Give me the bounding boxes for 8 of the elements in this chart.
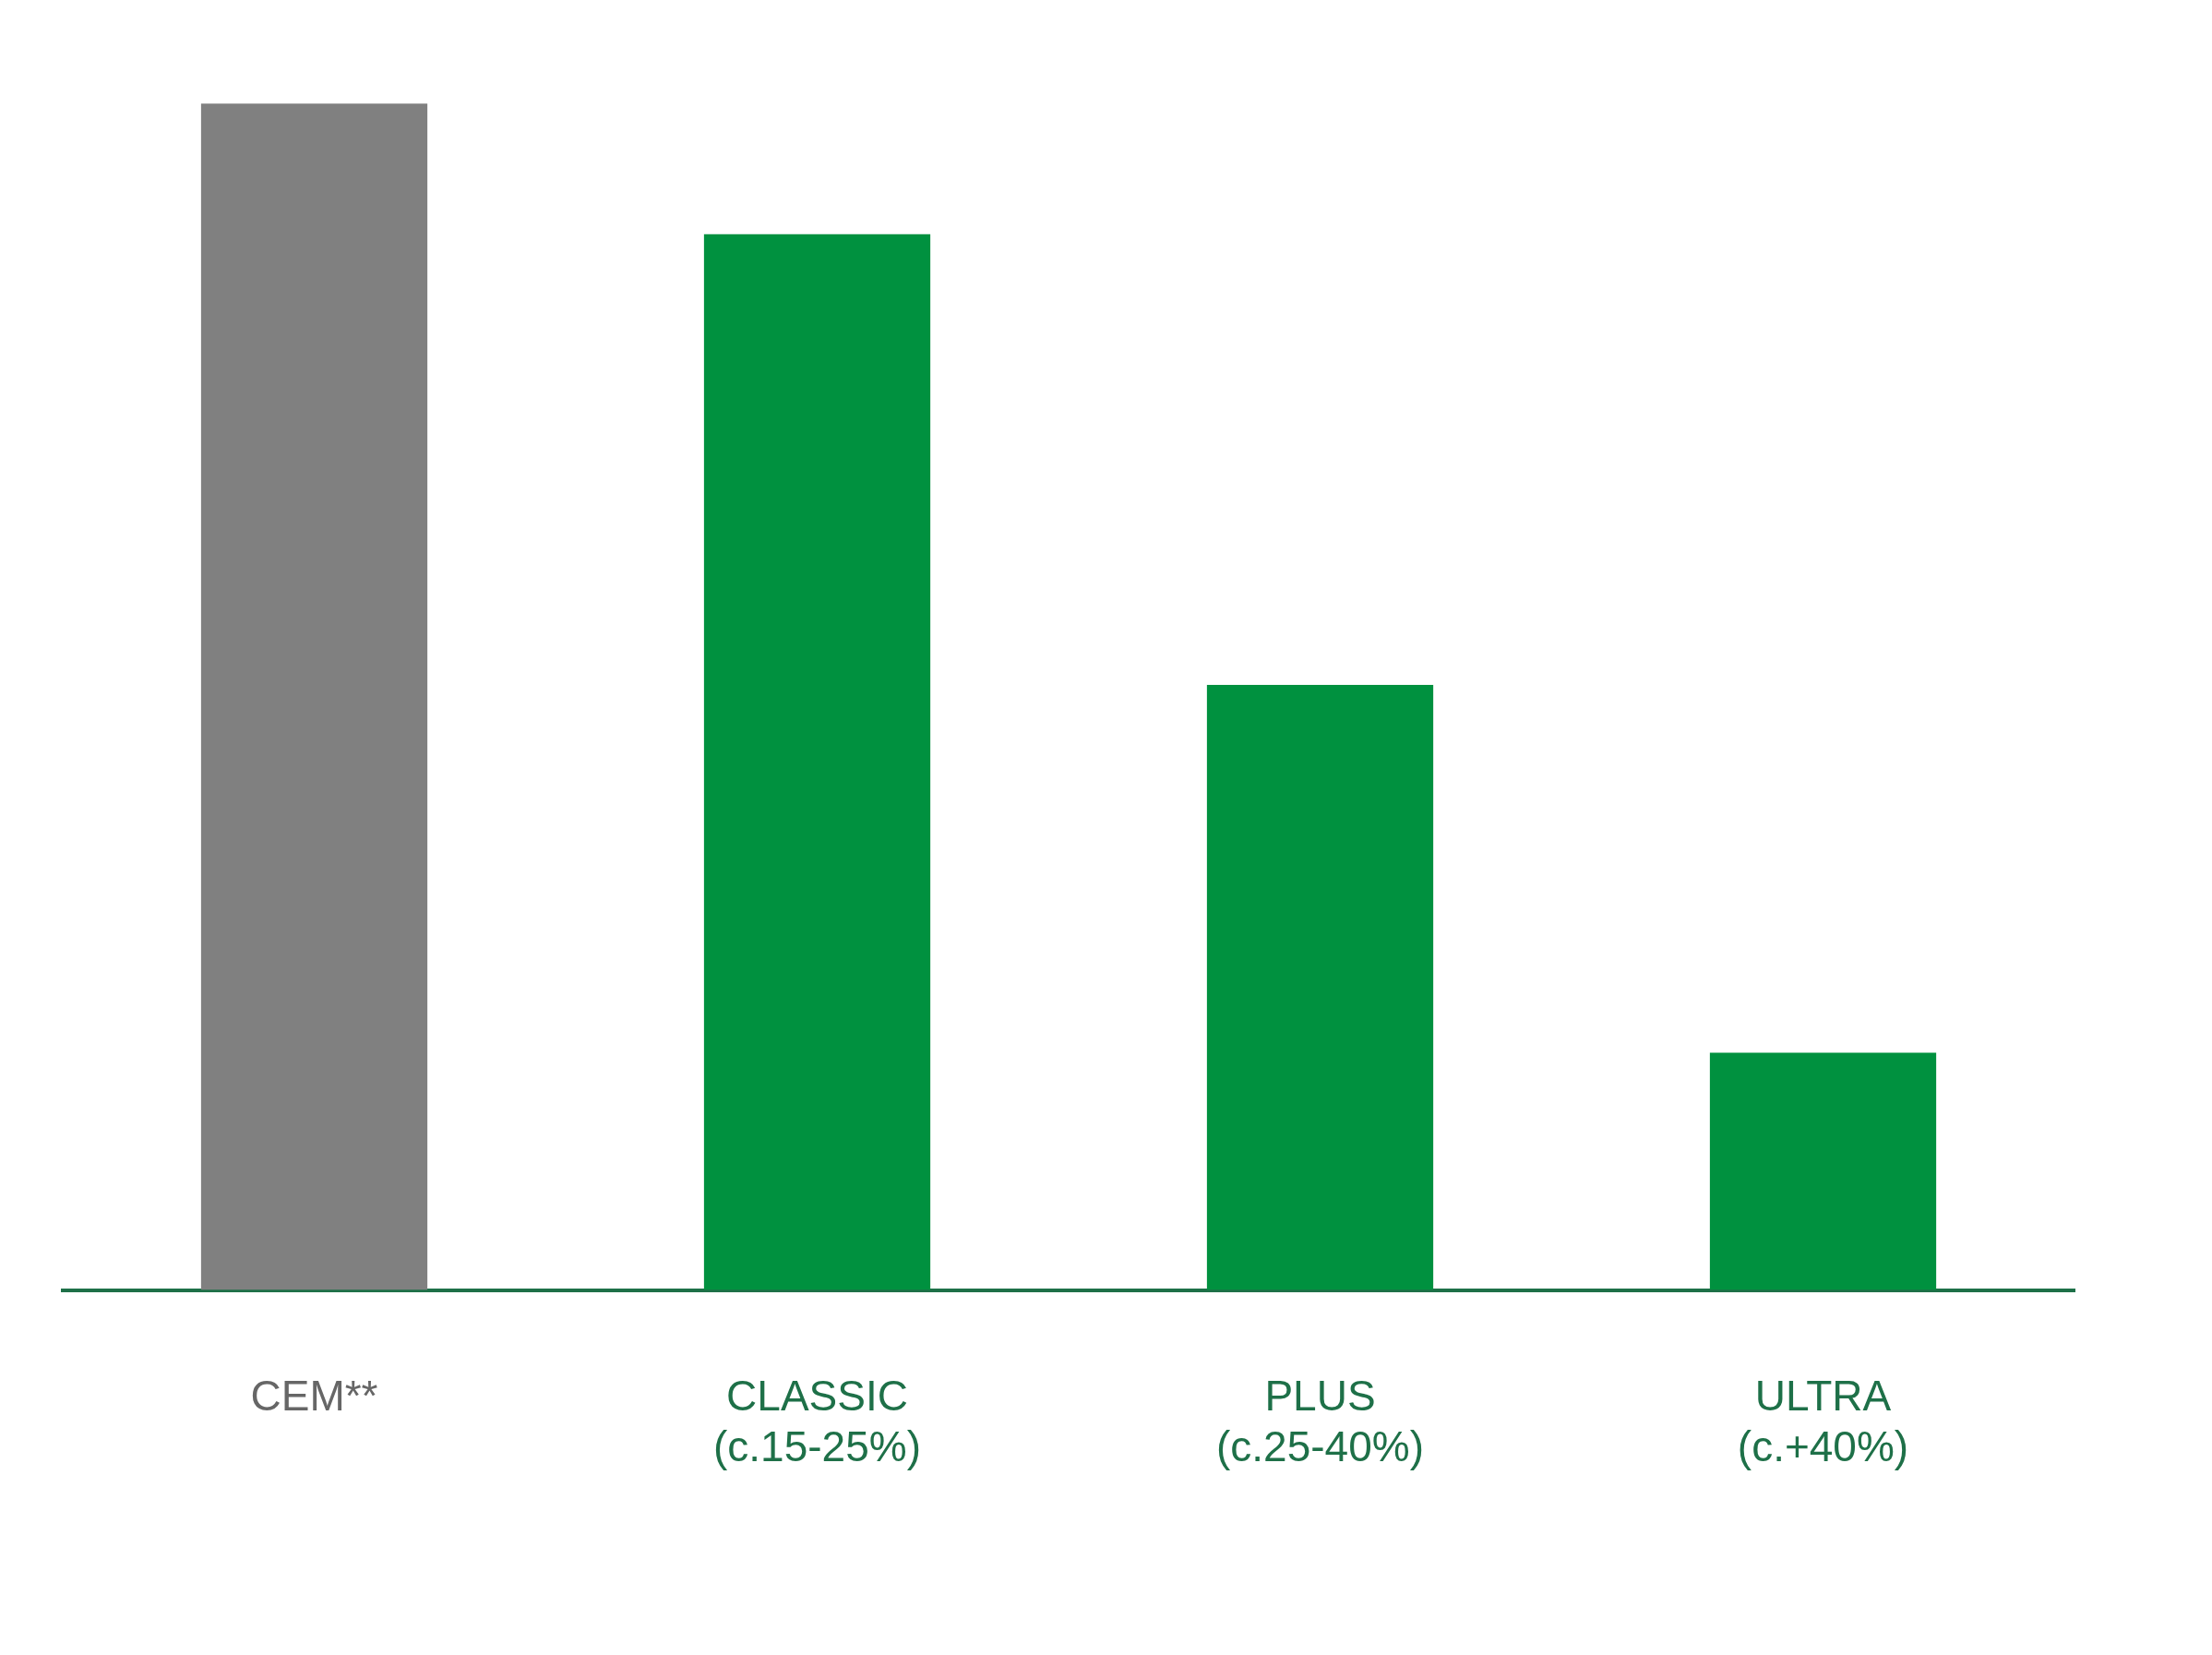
bar — [1206, 685, 1434, 1290]
x-tick-label: CEM** — [250, 1371, 378, 1420]
x-tick-label: ULTRA (c.+40%) — [1737, 1371, 1909, 1471]
x-tick-label: CLASSIC (c.15-25%) — [713, 1371, 921, 1471]
bar — [1709, 1052, 1937, 1290]
bar — [703, 234, 931, 1290]
bar — [200, 103, 428, 1290]
x-tick-label: PLUS (c.25-40%) — [1216, 1371, 1424, 1471]
